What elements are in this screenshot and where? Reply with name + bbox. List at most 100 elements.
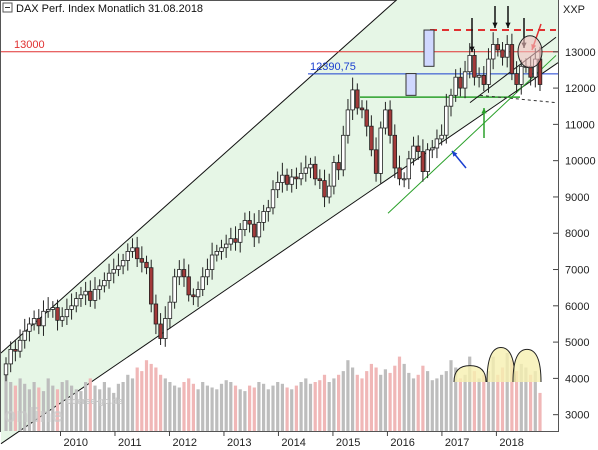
y-tick-label: 4000 — [565, 373, 589, 385]
volume-bar — [88, 378, 92, 431]
candle-body — [153, 303, 159, 325]
candle-body — [341, 134, 346, 171]
channel-lower-line — [0, 62, 559, 445]
volume-bar — [290, 389, 294, 431]
candle-body — [252, 223, 257, 238]
candle-body — [430, 147, 435, 151]
candle-body — [383, 109, 388, 129]
chart-title: DAX Perf. Index Monatlich — [16, 3, 145, 15]
candle-body — [439, 134, 444, 140]
candle-body — [509, 44, 515, 74]
candle-body — [392, 134, 397, 169]
x-tick-label: 2011 — [118, 437, 142, 449]
candle-body — [411, 145, 416, 160]
candle-body — [69, 305, 74, 310]
candle-body — [106, 272, 112, 281]
volume-bar — [426, 371, 430, 431]
volume-bar — [304, 378, 308, 431]
volume-bar — [144, 360, 149, 431]
volume-bar — [468, 356, 472, 431]
candle-body — [214, 250, 219, 256]
volume-bar — [388, 372, 392, 431]
x-tick-label: 2017 — [445, 437, 469, 449]
volume-bar — [93, 385, 97, 431]
volume-bar — [196, 389, 200, 431]
volume-bar — [374, 367, 378, 431]
candle-body — [209, 254, 215, 270]
volume-bar — [341, 371, 345, 431]
candle-body — [17, 339, 23, 352]
volume-bar — [266, 389, 270, 431]
candle-body — [317, 178, 322, 182]
candle-body — [223, 243, 229, 249]
volume-bar — [168, 382, 172, 431]
blue-arrow-head — [452, 151, 458, 157]
candle-body — [181, 269, 187, 278]
candle-body — [397, 167, 402, 180]
candle-body — [64, 308, 70, 318]
candle-body — [453, 76, 458, 96]
volume-bar — [23, 383, 27, 431]
candle-body — [8, 348, 13, 365]
volume-bar — [210, 387, 214, 431]
y-tick-label: 8000 — [565, 228, 589, 240]
y-tick-label: 7000 — [565, 265, 589, 277]
candle-body — [88, 290, 93, 301]
candle-body — [359, 107, 365, 111]
candle-body — [355, 89, 360, 109]
volume-bar — [486, 371, 491, 431]
volume-bar — [444, 371, 448, 431]
volume-bar — [243, 391, 247, 431]
volume-bar — [130, 378, 135, 431]
candle-body — [369, 125, 374, 151]
volume-bar — [393, 365, 397, 431]
volume-bar — [454, 367, 458, 431]
candle-body — [50, 307, 55, 310]
volume-bar — [407, 372, 411, 431]
volume-bar — [173, 385, 177, 431]
y-tick-label: 12000 — [565, 83, 596, 95]
volume-bar — [332, 378, 336, 431]
candle-body — [97, 285, 102, 290]
volume-bar — [346, 360, 350, 431]
y-tick-label: 10000 — [565, 156, 596, 168]
candle-body — [420, 151, 426, 173]
y-tick-label: 3000 — [565, 410, 589, 422]
volume-bar — [360, 378, 364, 431]
candle-body — [270, 189, 276, 209]
volume-bar — [126, 374, 130, 431]
x-tick-label: 2015 — [336, 437, 360, 449]
watermark-line2: online — [4, 405, 63, 427]
volume-bar — [337, 374, 341, 431]
candle-body — [448, 94, 454, 107]
volume-bar — [280, 383, 284, 431]
channel-band — [1, 0, 558, 444]
volume-bar — [229, 382, 233, 431]
y-tick-label: 9000 — [565, 192, 589, 204]
candle-body — [144, 261, 149, 269]
candle-body — [514, 73, 519, 85]
candle-body — [191, 294, 196, 298]
candle-body — [387, 109, 393, 136]
volume-bar — [351, 367, 355, 431]
volume-bar — [191, 383, 195, 431]
volume-bar — [402, 363, 406, 431]
candle-body — [462, 71, 468, 89]
volume-bar — [98, 389, 102, 431]
volume-bar — [37, 387, 41, 431]
y-tick-label: 6000 — [565, 301, 589, 313]
candle-body — [406, 158, 411, 180]
volume-bar — [32, 382, 36, 431]
candle-body — [467, 55, 472, 73]
candle-body — [280, 174, 285, 183]
volume-bar — [440, 374, 444, 431]
candle-body — [415, 145, 421, 152]
candle-body — [519, 65, 524, 85]
volume-bar — [219, 383, 224, 431]
y-tick-label: 11000 — [565, 119, 595, 131]
highlight-ellipse — [517, 35, 543, 69]
chart-header: DAX Perf. Index Monatlich 31.08.2018 — [2, 2, 203, 15]
candle-body — [60, 316, 65, 321]
candle-body — [331, 162, 337, 187]
candle-body — [120, 260, 126, 267]
